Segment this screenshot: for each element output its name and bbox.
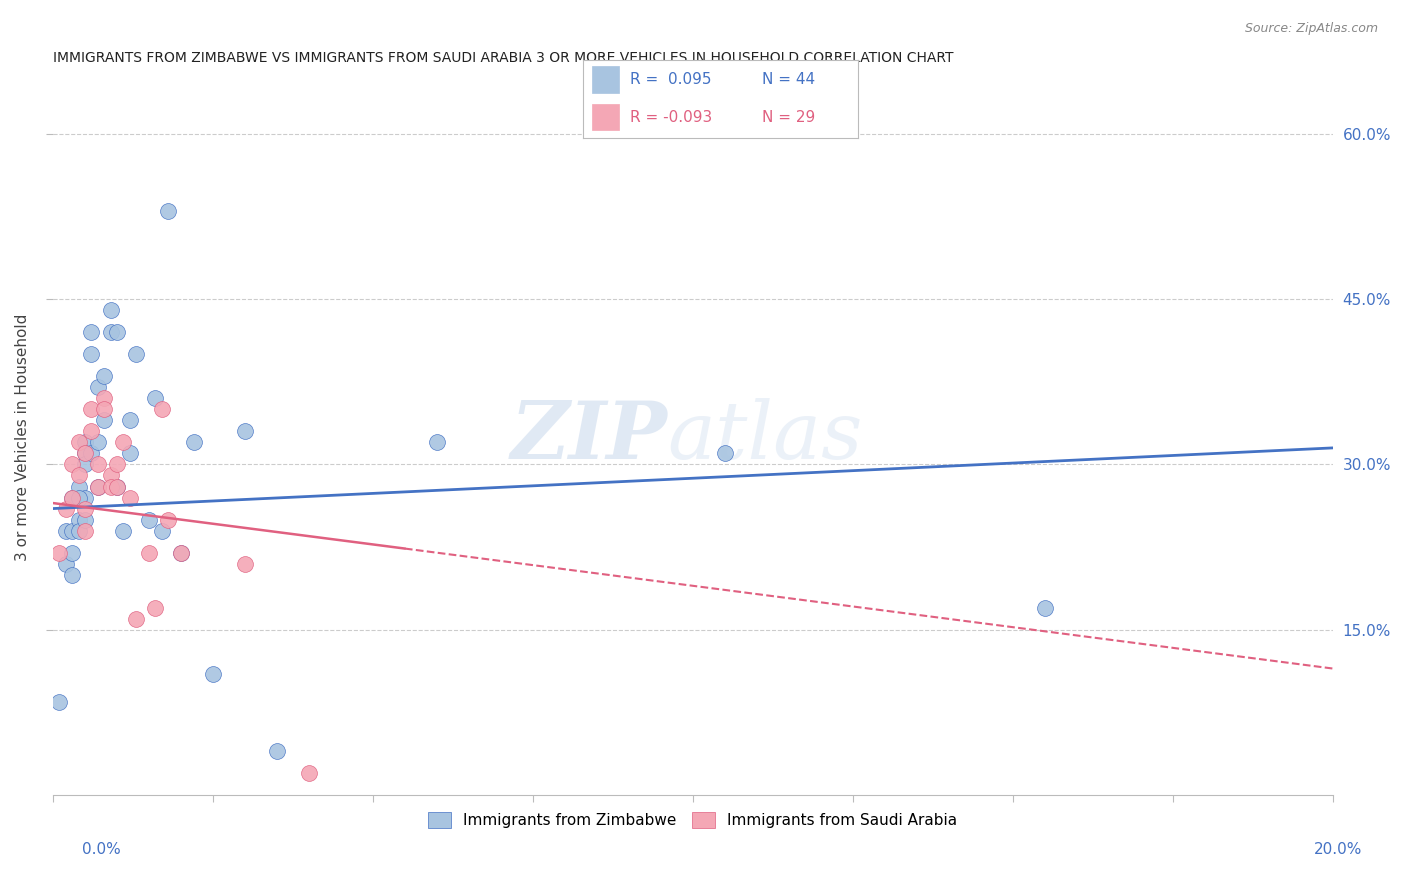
Y-axis label: 3 or more Vehicles in Household: 3 or more Vehicles in Household bbox=[15, 313, 30, 560]
Point bbox=[105, 479, 128, 493]
Bar bbox=[592, 66, 619, 93]
Point bbox=[60, 524, 83, 538]
Point bbox=[105, 479, 128, 493]
Point bbox=[86, 458, 108, 472]
Point bbox=[80, 347, 103, 361]
Point bbox=[48, 546, 70, 560]
Point bbox=[67, 479, 90, 493]
Point bbox=[86, 380, 108, 394]
Point bbox=[55, 524, 77, 538]
Point bbox=[73, 435, 96, 450]
Point bbox=[73, 446, 96, 460]
Text: IMMIGRANTS FROM ZIMBABWE VS IMMIGRANTS FROM SAUDI ARABIA 3 OR MORE VEHICLES IN H: IMMIGRANTS FROM ZIMBABWE VS IMMIGRANTS F… bbox=[53, 51, 953, 65]
Text: ZIP: ZIP bbox=[510, 398, 668, 475]
Point bbox=[60, 546, 83, 560]
Point bbox=[298, 766, 321, 780]
Point bbox=[80, 402, 103, 417]
Point bbox=[48, 695, 70, 709]
Bar bbox=[592, 103, 619, 130]
Point bbox=[105, 458, 128, 472]
Point bbox=[73, 491, 96, 505]
Text: R = -0.093: R = -0.093 bbox=[630, 110, 713, 125]
Text: R =  0.095: R = 0.095 bbox=[630, 72, 711, 87]
Point bbox=[426, 435, 449, 450]
Point bbox=[112, 524, 135, 538]
Point bbox=[93, 391, 115, 405]
Point bbox=[105, 325, 128, 339]
Point bbox=[150, 524, 173, 538]
Point bbox=[100, 468, 122, 483]
Point bbox=[80, 446, 103, 460]
Point bbox=[86, 479, 108, 493]
Text: N = 29: N = 29 bbox=[762, 110, 815, 125]
Point bbox=[138, 546, 160, 560]
Point bbox=[73, 501, 96, 516]
Point bbox=[55, 557, 77, 571]
Legend: Immigrants from Zimbabwe, Immigrants from Saudi Arabia: Immigrants from Zimbabwe, Immigrants fro… bbox=[422, 806, 963, 834]
Point bbox=[100, 303, 122, 318]
Point bbox=[80, 425, 103, 439]
Point bbox=[150, 402, 173, 417]
Point bbox=[80, 325, 103, 339]
Point bbox=[60, 491, 83, 505]
Point bbox=[60, 567, 83, 582]
Point bbox=[714, 446, 737, 460]
Point bbox=[93, 413, 115, 427]
Point bbox=[60, 491, 83, 505]
Point bbox=[112, 435, 135, 450]
Point bbox=[93, 402, 115, 417]
Point bbox=[118, 413, 141, 427]
Point bbox=[138, 513, 160, 527]
Point bbox=[170, 546, 193, 560]
Point bbox=[73, 524, 96, 538]
Point bbox=[100, 325, 122, 339]
Point bbox=[60, 458, 83, 472]
Point bbox=[143, 600, 166, 615]
Text: atlas: atlas bbox=[668, 398, 863, 475]
Point bbox=[73, 513, 96, 527]
Text: Source: ZipAtlas.com: Source: ZipAtlas.com bbox=[1244, 22, 1378, 36]
Point bbox=[73, 446, 96, 460]
Point bbox=[67, 524, 90, 538]
Point bbox=[183, 435, 205, 450]
Point bbox=[86, 479, 108, 493]
Point bbox=[67, 513, 90, 527]
Point bbox=[125, 612, 148, 626]
Point bbox=[266, 744, 288, 758]
Point bbox=[1033, 600, 1056, 615]
Point bbox=[170, 546, 193, 560]
Point bbox=[55, 501, 77, 516]
Point bbox=[67, 435, 90, 450]
Point bbox=[67, 468, 90, 483]
Point bbox=[118, 491, 141, 505]
Point bbox=[73, 458, 96, 472]
Text: 20.0%: 20.0% bbox=[1315, 842, 1362, 856]
Point bbox=[233, 557, 256, 571]
Point bbox=[67, 491, 90, 505]
Point bbox=[118, 446, 141, 460]
Point bbox=[143, 391, 166, 405]
Point bbox=[157, 203, 180, 218]
Point bbox=[93, 369, 115, 384]
Text: N = 44: N = 44 bbox=[762, 72, 815, 87]
Point bbox=[86, 435, 108, 450]
Text: 0.0%: 0.0% bbox=[82, 842, 121, 856]
Point bbox=[125, 347, 148, 361]
Point bbox=[100, 479, 122, 493]
Point bbox=[157, 513, 180, 527]
Point bbox=[201, 667, 224, 681]
Point bbox=[233, 425, 256, 439]
